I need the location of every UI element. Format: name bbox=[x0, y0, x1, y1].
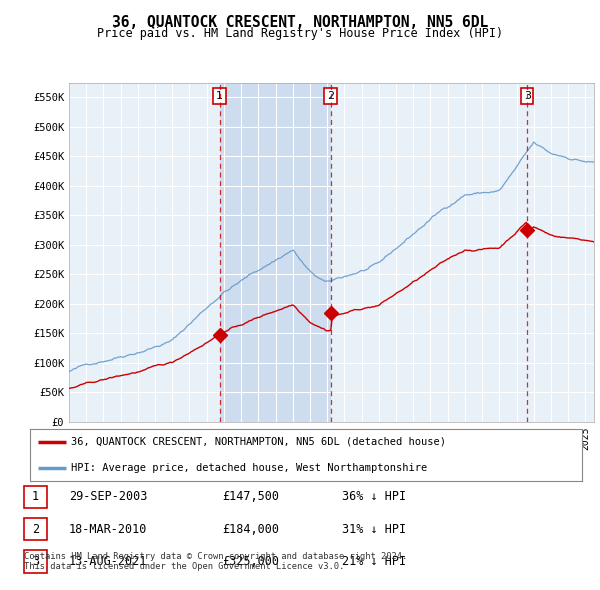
Text: £147,500: £147,500 bbox=[222, 490, 279, 503]
Text: 3: 3 bbox=[524, 91, 531, 101]
Text: 1: 1 bbox=[216, 91, 223, 101]
Text: Contains HM Land Registry data © Crown copyright and database right 2024.
This d: Contains HM Land Registry data © Crown c… bbox=[24, 552, 407, 571]
Text: 18-MAR-2010: 18-MAR-2010 bbox=[69, 523, 148, 536]
Text: 21% ↓ HPI: 21% ↓ HPI bbox=[342, 555, 406, 568]
Text: £325,000: £325,000 bbox=[222, 555, 279, 568]
Bar bbox=[220, 83, 331, 422]
Text: 2: 2 bbox=[327, 91, 334, 101]
Text: 29-SEP-2003: 29-SEP-2003 bbox=[69, 490, 148, 503]
Text: 36% ↓ HPI: 36% ↓ HPI bbox=[342, 490, 406, 503]
Text: 31% ↓ HPI: 31% ↓ HPI bbox=[342, 523, 406, 536]
Text: 2: 2 bbox=[32, 523, 39, 536]
Text: 13-AUG-2021: 13-AUG-2021 bbox=[69, 555, 148, 568]
Text: 3: 3 bbox=[32, 555, 39, 568]
Text: Price paid vs. HM Land Registry's House Price Index (HPI): Price paid vs. HM Land Registry's House … bbox=[97, 27, 503, 40]
Text: HPI: Average price, detached house, West Northamptonshire: HPI: Average price, detached house, West… bbox=[71, 463, 428, 473]
Text: 36, QUANTOCK CRESCENT, NORTHAMPTON, NN5 6DL (detached house): 36, QUANTOCK CRESCENT, NORTHAMPTON, NN5 … bbox=[71, 437, 446, 447]
Text: 1: 1 bbox=[32, 490, 39, 503]
Text: 36, QUANTOCK CRESCENT, NORTHAMPTON, NN5 6DL: 36, QUANTOCK CRESCENT, NORTHAMPTON, NN5 … bbox=[112, 15, 488, 30]
Text: £184,000: £184,000 bbox=[222, 523, 279, 536]
